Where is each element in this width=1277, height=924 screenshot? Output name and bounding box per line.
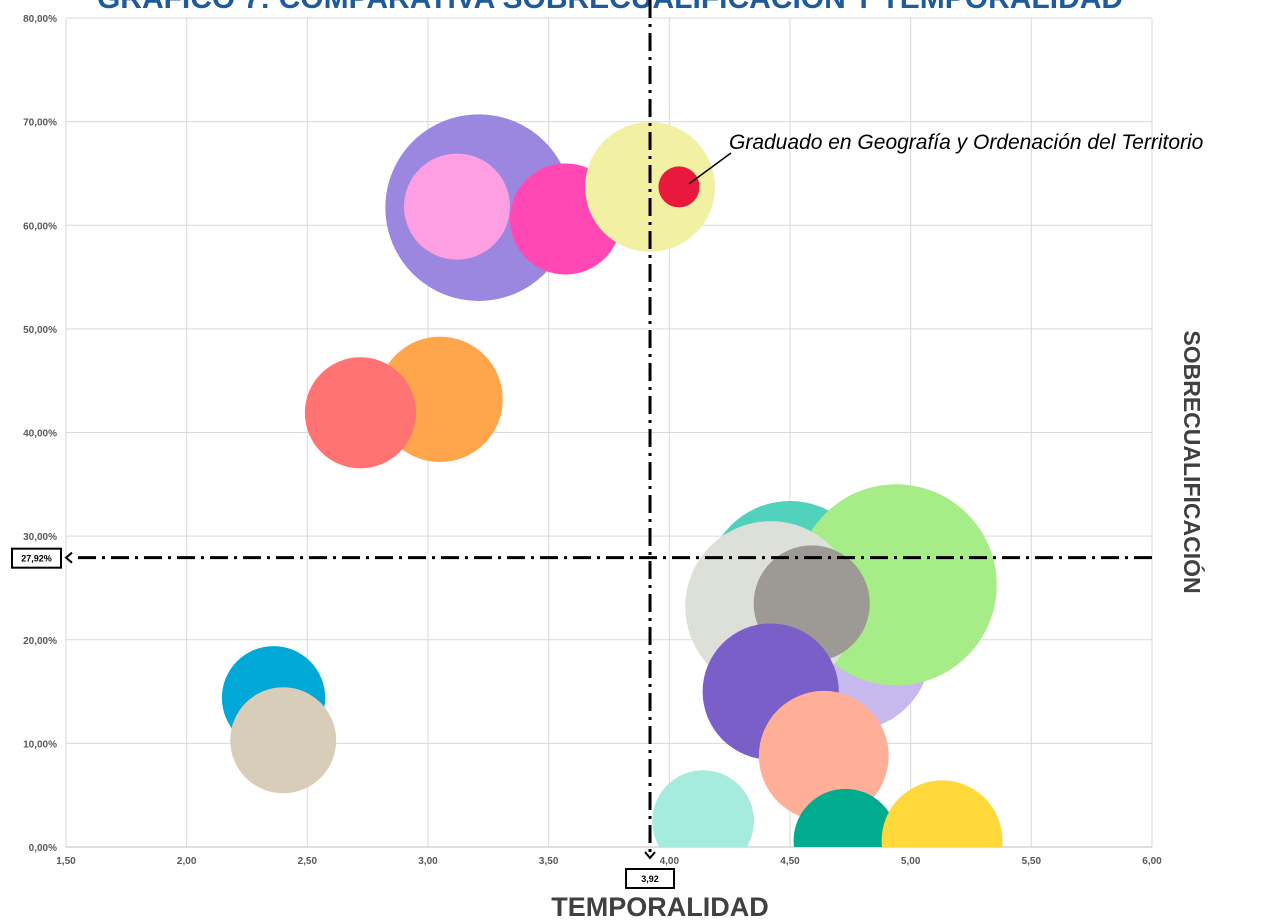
y-tick-label: 0,00% xyxy=(29,843,57,854)
x-reference-box xyxy=(625,868,676,889)
horizontal-arrowhead xyxy=(64,551,73,564)
x-tick-label: 3,50 xyxy=(539,856,559,867)
axis-ticks: 1,50 2,00 2,50 3,00 3,50 4,00 4,50 5,00 5,50 6,00… xyxy=(23,14,1162,867)
x-tick-label: 3,00 xyxy=(418,856,438,867)
bubble xyxy=(652,770,754,847)
chart-title: GRÁFICO 7: COMPARATIVA SOBRECUALIFICACIÓ… xyxy=(97,0,1123,15)
x-tick-label: 2,50 xyxy=(298,856,318,867)
bubble xyxy=(658,166,700,208)
x-tick-label: 6,00 xyxy=(1142,856,1162,867)
y-reference-label: 27,92% xyxy=(21,554,52,564)
y-reference-box xyxy=(11,547,62,569)
vertical-arrowhead xyxy=(644,851,656,860)
y-tick-label: 80,00% xyxy=(23,14,57,25)
bubble xyxy=(758,690,889,821)
annotation-leader-line xyxy=(688,152,732,185)
x-tick-label: 5,50 xyxy=(1022,856,1042,867)
y-tick-label: 70,00% xyxy=(23,118,57,129)
x-axis-title: TEMPORALIDAD xyxy=(551,892,769,922)
y-tick-label: 60,00% xyxy=(23,221,57,232)
x-tick-label: 4,50 xyxy=(780,856,800,867)
y-tick-label: 20,00% xyxy=(23,636,57,647)
reference-lines: 3,92 27,92% xyxy=(11,0,1152,889)
y-tick-label: 50,00% xyxy=(23,325,57,336)
bubble xyxy=(403,153,510,260)
bubble xyxy=(585,121,715,252)
bubble xyxy=(230,687,337,794)
bubble xyxy=(881,780,1003,847)
y-tick-label: 10,00% xyxy=(23,739,57,750)
bubble xyxy=(793,788,898,847)
x-tick-label: 5,00 xyxy=(901,856,921,867)
x-tick-label: 4,00 xyxy=(660,856,680,867)
bubbles-layer xyxy=(221,114,1003,847)
x-tick-label: 2,00 xyxy=(177,856,197,867)
y-tick-label: 30,00% xyxy=(23,532,57,543)
x-reference-label: 3,92 xyxy=(641,874,659,884)
y-tick-label: 40,00% xyxy=(23,429,57,440)
annotation-label: Graduado en Geografía y Ordenación del T… xyxy=(729,131,1204,154)
y-axis-title: SOBRECUALIFICACIÓN xyxy=(1179,330,1206,593)
annotation-layer: Graduado en Geografía y Ordenación del T… xyxy=(688,131,1204,185)
x-tick-label: 1,50 xyxy=(56,856,76,867)
bubble xyxy=(304,357,417,469)
